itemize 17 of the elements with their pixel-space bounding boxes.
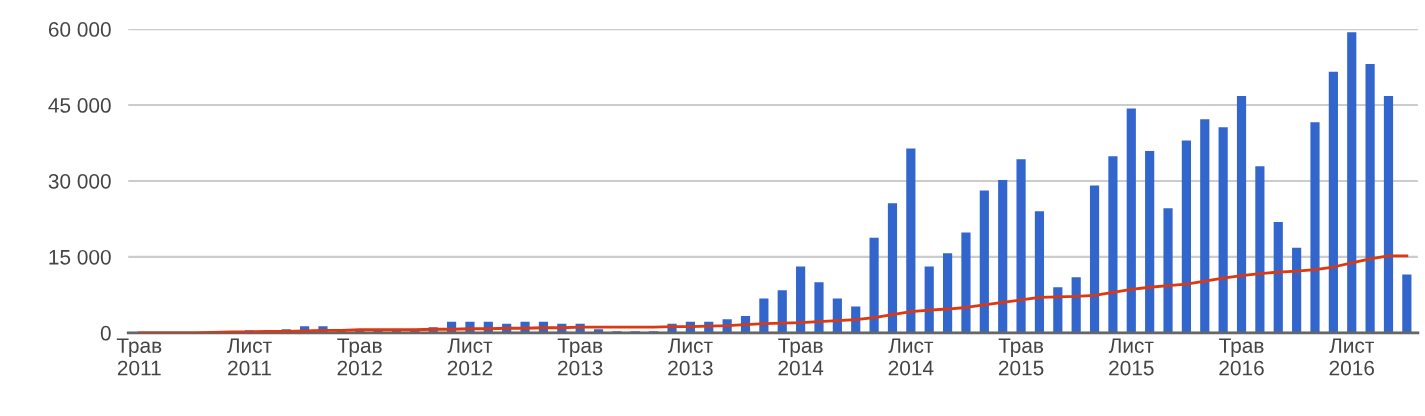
x-tick-label: Трав 2016 [1219, 338, 1264, 376]
x-tick-label: Лист 2014 [888, 338, 934, 376]
x-tick-label: Трав 2013 [557, 338, 603, 376]
x-tick-label: Лист 2012 [447, 338, 493, 376]
x-tick-label: Трав 2011 [116, 338, 162, 376]
y-tick-label: 60 000 [48, 22, 111, 37]
y-tick-label: 45 000 [48, 98, 111, 113]
x-tick-label: Трав 2012 [337, 338, 382, 376]
y-tick-label: 30 000 [48, 173, 111, 189]
y-tick-label: 0 [100, 325, 111, 341]
x-tick-label: Лист 2015 [1108, 338, 1154, 376]
x-tick-label: Трав 2015 [998, 338, 1044, 376]
x-tick-label: Лист 2013 [667, 338, 713, 376]
x-tick-label: Лист 2011 [227, 338, 272, 376]
x-tick-label: Трав 2014 [778, 338, 824, 376]
y-tick-label: 15 000 [49, 249, 111, 265]
x-tick-label: Лист 2016 [1329, 338, 1375, 376]
